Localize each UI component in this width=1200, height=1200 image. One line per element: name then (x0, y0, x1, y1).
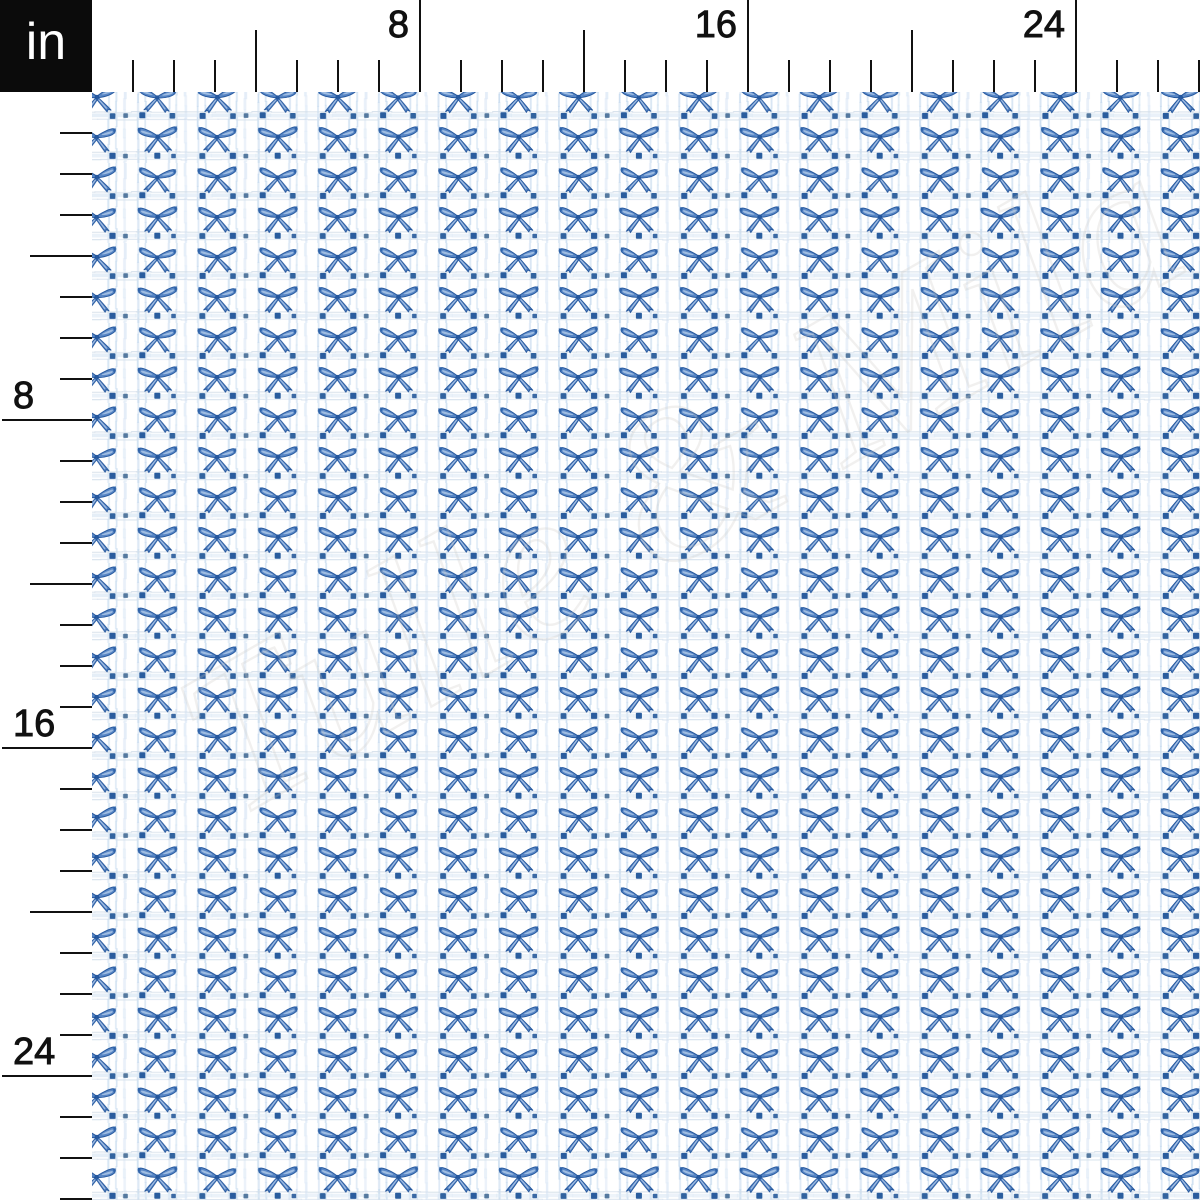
svg-text:16: 16 (13, 703, 55, 745)
svg-text:8: 8 (388, 4, 409, 46)
svg-text:16: 16 (695, 4, 737, 46)
svg-text:24: 24 (1023, 4, 1065, 46)
svg-text:8: 8 (13, 375, 34, 417)
svg-text:24: 24 (13, 1031, 55, 1073)
svg-text:in: in (26, 13, 66, 71)
